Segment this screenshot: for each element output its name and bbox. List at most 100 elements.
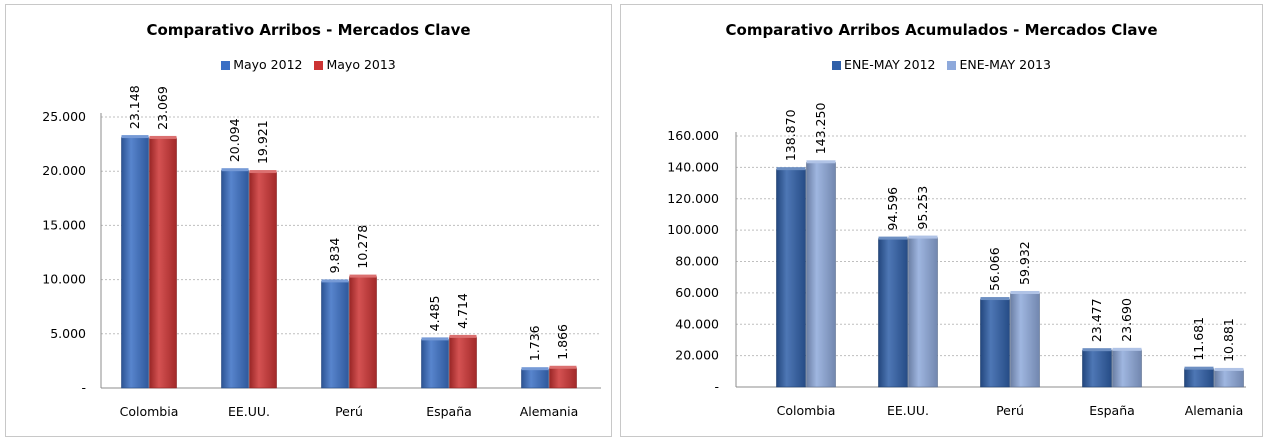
legend-label: ENE-MAY 2012 (844, 57, 936, 72)
y-tick-label: 20.000 (42, 163, 86, 178)
data-label: 143.250 (813, 103, 828, 155)
data-label: 11.681 (1191, 317, 1206, 361)
bar (121, 136, 149, 389)
bar (149, 137, 177, 389)
bar-top (549, 365, 577, 369)
data-label: 1.736 (527, 325, 542, 361)
bar (878, 238, 908, 388)
y-tick-label: 20.000 (675, 348, 719, 363)
data-label: 138.870 (783, 109, 798, 161)
bar-top (1184, 366, 1214, 370)
y-tick-label: 120.000 (667, 191, 719, 206)
y-tick-label: 15.000 (42, 217, 86, 232)
x-tick-label: Colombia (777, 403, 836, 418)
chart-title: Comparativo Arribos - Mercados Clave (146, 21, 471, 39)
y-tick-label: 25.000 (42, 109, 86, 124)
data-label: 56.066 (987, 247, 1002, 291)
bar-top (221, 168, 249, 172)
bar-chart-plot: - 5.000 10.000 15.000 20.000 25.000 23.148 23.0… (42, 85, 601, 419)
x-tick-label: EE.UU. (887, 403, 929, 418)
bar (221, 169, 249, 389)
y-tick-label: - (714, 379, 719, 394)
bar (521, 368, 549, 389)
chart-title: Comparativo Arribos Acumulados - Mercado… (725, 21, 1158, 39)
data-label: 9.834 (327, 238, 342, 274)
legend-swatch (221, 61, 231, 70)
y-tick-label: 80.000 (675, 254, 719, 269)
bar (321, 281, 349, 389)
bar-top (421, 337, 449, 341)
y-tick-label: 10.000 (42, 272, 86, 287)
x-tick-label: Colombia (120, 404, 179, 419)
bar (249, 171, 277, 389)
data-label: 23.069 (155, 86, 170, 130)
bar (1184, 368, 1214, 388)
bar-chart-plot: - 20.000 40.000 60.000 80.000 100.000 120.000 1… (667, 103, 1246, 418)
bar (806, 161, 836, 388)
data-label: 95.253 (915, 186, 930, 230)
data-label: 4.485 (427, 296, 442, 332)
legend-item: Mayo 2012 (221, 57, 303, 72)
y-tick-label: 60.000 (675, 285, 719, 300)
x-tick-label: EE.UU. (228, 404, 270, 419)
legend-label: Mayo 2012 (233, 57, 303, 72)
chart-panel-acumulados: Comparativo Arribos Acumulados - Mercado… (620, 4, 1263, 437)
legend-swatch (314, 61, 324, 70)
bar-top (806, 160, 836, 164)
bar-top (121, 135, 149, 139)
bar-top (249, 170, 277, 174)
data-label: 4.714 (455, 293, 470, 329)
data-label: 20.094 (227, 118, 242, 162)
bar-top (349, 274, 377, 278)
x-tick-label: Alemania (1185, 403, 1244, 418)
x-tick-label: España (426, 404, 472, 419)
bar (1112, 349, 1142, 388)
bar (421, 339, 449, 389)
bar-top (1112, 347, 1142, 351)
legend-item: ENE-MAY 2012 (832, 57, 936, 72)
x-tick-label: España (1089, 403, 1135, 418)
data-label: 94.596 (885, 187, 900, 231)
bar (549, 367, 577, 389)
data-label: 10.881 (1221, 318, 1236, 362)
data-label: 23.477 (1089, 298, 1104, 342)
bar-top (878, 236, 908, 240)
bar-top (149, 135, 177, 139)
data-label: 10.278 (355, 225, 370, 269)
y-tick-label: 140.000 (667, 159, 719, 174)
bar (1082, 349, 1112, 388)
bar-top (1082, 348, 1112, 352)
y-tick-label: 5.000 (50, 326, 86, 341)
bar-top (321, 279, 349, 283)
y-tick-label: 160.000 (667, 128, 719, 143)
bar-top (1214, 367, 1244, 371)
bar-top (449, 334, 477, 338)
bar (776, 168, 806, 388)
bar-top (980, 297, 1010, 301)
legend-swatch (947, 61, 957, 70)
chart-panel-arribos: Comparativo Arribos - Mercados Clave May… (5, 4, 612, 437)
bar-top (908, 235, 938, 239)
y-tick-label: 100.000 (667, 222, 719, 237)
legend-item: ENE-MAY 2013 (947, 57, 1051, 72)
data-label: 23.690 (1119, 298, 1134, 342)
y-tick-label: 40.000 (675, 316, 719, 331)
bar (1214, 369, 1244, 388)
bar-top (776, 167, 806, 171)
legend-swatch (832, 61, 842, 70)
bar (980, 298, 1010, 388)
bar-top (1010, 290, 1040, 294)
bar-top (521, 367, 549, 371)
bar (349, 276, 377, 389)
bar (908, 237, 938, 388)
bar (449, 336, 477, 389)
chart-legend: Mayo 2012 Mayo 2013 (6, 57, 611, 72)
x-tick-label: Alemania (520, 404, 579, 419)
data-label: 59.932 (1017, 241, 1032, 285)
bar (1010, 292, 1040, 388)
legend-label: Mayo 2013 (326, 57, 396, 72)
data-label: 19.921 (255, 120, 270, 164)
x-tick-label: Perú (335, 404, 363, 419)
legend-label: ENE-MAY 2013 (959, 57, 1051, 72)
data-label: 23.148 (127, 85, 142, 129)
